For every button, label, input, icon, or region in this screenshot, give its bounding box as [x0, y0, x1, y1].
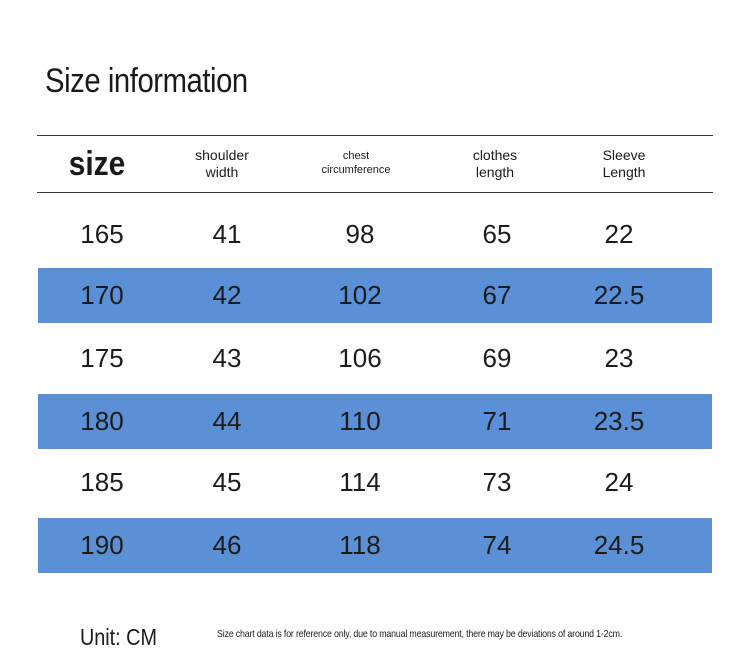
size-cell: 170	[80, 280, 124, 310]
chest-cell: 110	[339, 406, 381, 436]
disclaimer-note: Size chart data is for reference only, d…	[217, 628, 623, 640]
chest-cell: 98	[345, 219, 375, 249]
size-cell: 185	[80, 467, 124, 497]
clothes-length-cell: 69	[482, 343, 512, 373]
header-size: size	[68, 145, 126, 183]
header-clothes-length: clothes length	[472, 146, 518, 181]
page-title: Size information	[45, 62, 248, 100]
size-cell: 165	[80, 219, 124, 249]
size-cell: 175	[80, 343, 124, 373]
shoulder-width-cell: 41	[212, 219, 242, 249]
shoulder-width-cell: 43	[212, 343, 242, 373]
table-row: 175 43 106 69 23	[38, 331, 712, 386]
header-top-rule	[37, 135, 713, 136]
sleeve-length-cell: 24	[604, 467, 634, 497]
size-cell: 190	[80, 530, 124, 560]
table-row: 180 44 110 71 23.5	[38, 394, 712, 449]
sleeve-length-cell: 22	[604, 219, 634, 249]
clothes-length-cell: 73	[482, 467, 512, 497]
table-row: 170 42 102 67 22.5	[38, 268, 712, 323]
unit-label: Unit: CM	[80, 624, 157, 650]
header-bottom-rule	[37, 192, 713, 193]
size-cell: 180	[80, 406, 124, 436]
chest-cell: 102	[338, 280, 382, 310]
sleeve-length-cell: 23	[604, 343, 634, 373]
chest-cell: 114	[339, 467, 381, 497]
chest-cell: 118	[339, 530, 381, 560]
header-sleeve-length: Sleeve Length	[602, 146, 646, 181]
sleeve-length-cell: 23.5	[593, 406, 645, 436]
shoulder-width-cell: 42	[212, 280, 242, 310]
table-row: 190 46 118 74 24.5	[38, 518, 712, 573]
header-shoulder-width: shoulder width	[195, 146, 249, 181]
shoulder-width-cell: 46	[212, 530, 242, 560]
table-row: 185 45 114 73 24	[38, 455, 712, 510]
sleeve-length-cell: 24.5	[593, 530, 645, 560]
clothes-length-cell: 71	[482, 406, 512, 436]
shoulder-width-cell: 44	[212, 406, 242, 436]
clothes-length-cell: 67	[482, 280, 512, 310]
clothes-length-cell: 74	[482, 530, 512, 560]
header-chest-circumference: chest circumference	[321, 150, 391, 176]
chest-cell: 106	[338, 343, 382, 373]
shoulder-width-cell: 45	[212, 467, 242, 497]
sleeve-length-cell: 22.5	[593, 280, 645, 310]
table-row: 165 41 98 65 22	[38, 207, 712, 262]
clothes-length-cell: 65	[482, 219, 512, 249]
